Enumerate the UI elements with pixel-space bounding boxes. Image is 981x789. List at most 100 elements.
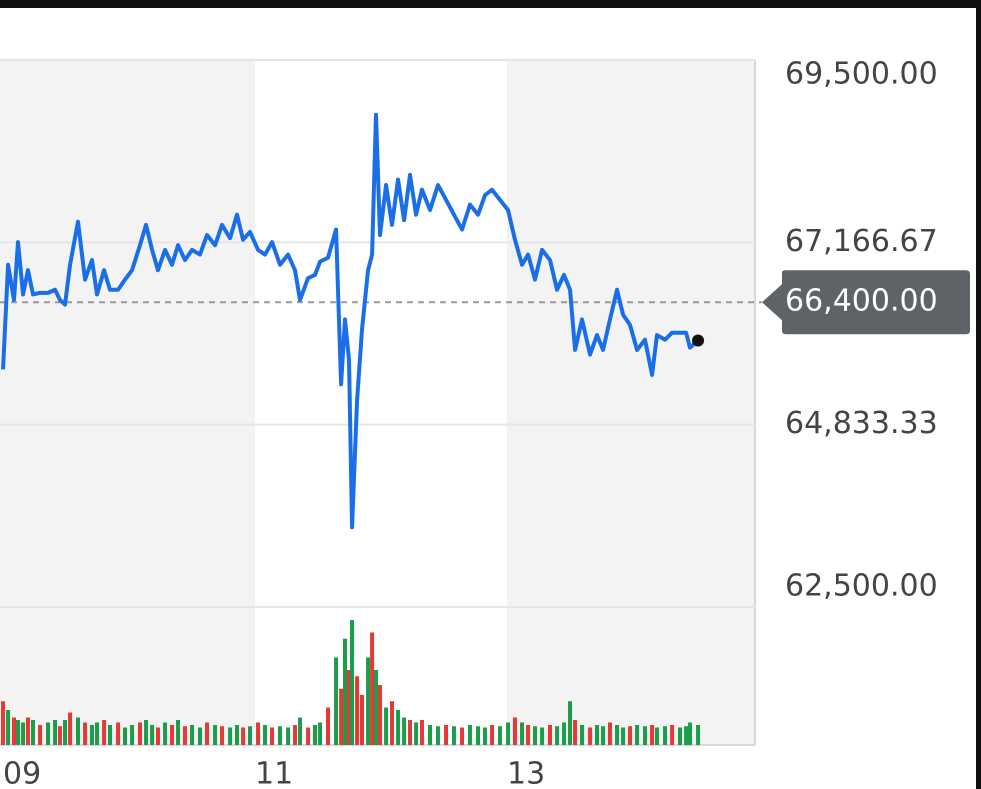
volume-bar xyxy=(687,722,692,745)
volume-bar xyxy=(292,725,297,745)
volume-bar xyxy=(68,712,73,745)
volume-bar xyxy=(205,722,210,745)
volume-bar xyxy=(144,720,149,745)
x-tick-label: 09 xyxy=(3,757,41,789)
volume-bar xyxy=(396,710,401,745)
volume-bar xyxy=(384,707,389,745)
volume-bar xyxy=(561,722,566,745)
volume-bar xyxy=(325,707,330,745)
y-tick-label: 62,500.00 xyxy=(785,569,938,604)
volume-bar xyxy=(526,725,531,745)
volume-bar xyxy=(408,720,413,745)
volume-bar xyxy=(594,725,599,745)
volume-bar xyxy=(228,727,233,745)
volume-bar xyxy=(402,717,407,745)
volume-bar xyxy=(63,720,68,745)
y-tick-label: 69,500.00 xyxy=(785,57,938,92)
volume-bar xyxy=(663,726,668,745)
volume-bar xyxy=(643,726,648,745)
volume-bar xyxy=(176,720,181,745)
volume-bar xyxy=(601,726,606,745)
volume-bar xyxy=(150,725,155,745)
volume-bar xyxy=(339,688,344,745)
volume-bar xyxy=(628,726,633,745)
volume-bar xyxy=(235,725,240,745)
volume-bar xyxy=(334,657,339,745)
volume-bar xyxy=(46,722,51,745)
volume-bar xyxy=(389,701,394,745)
volume-bar xyxy=(547,725,552,745)
x-tick-label: 11 xyxy=(255,757,293,789)
volume-bar xyxy=(197,727,202,745)
volume-bar xyxy=(497,726,502,745)
volume-bar xyxy=(355,676,360,745)
volume-bar xyxy=(277,726,282,745)
volume-bar xyxy=(650,725,655,745)
day-band xyxy=(255,60,508,745)
volume-bar xyxy=(684,726,689,745)
day-band xyxy=(507,60,755,745)
volume-bar xyxy=(270,727,275,745)
volume-bar xyxy=(122,727,127,745)
volume-bar xyxy=(670,725,675,745)
volume-bar xyxy=(512,717,517,745)
volume-bar xyxy=(607,722,612,745)
volume-bar xyxy=(533,726,538,745)
volume-bar xyxy=(350,620,355,745)
volume-bar xyxy=(615,725,620,745)
right-edge xyxy=(976,0,981,789)
y-tick-label: 64,833.33 xyxy=(785,406,938,441)
volume-bar xyxy=(53,720,58,745)
volume-bar xyxy=(247,726,252,745)
volume-bar xyxy=(654,727,659,745)
volume-bar xyxy=(520,722,525,745)
volume-bar xyxy=(428,725,433,745)
volume-bar xyxy=(169,725,174,745)
price-line xyxy=(1,112,700,530)
volume-bar xyxy=(163,722,168,745)
day-band xyxy=(0,60,256,745)
volume-bar xyxy=(21,722,26,745)
volume-bar xyxy=(342,638,347,745)
volume-bar xyxy=(137,722,142,745)
volume-bar xyxy=(313,725,318,745)
volume-bar xyxy=(373,670,378,745)
volume-bar xyxy=(256,722,261,745)
volume-bar xyxy=(476,726,481,745)
volume-bar xyxy=(57,726,62,745)
volume-bar xyxy=(573,720,578,745)
x-tick-label: 13 xyxy=(507,757,545,789)
volume-bar xyxy=(1,701,6,745)
volume-bar xyxy=(635,725,640,745)
volume-bar xyxy=(568,701,573,745)
volume-bar xyxy=(540,727,545,745)
volume-bar xyxy=(11,717,16,745)
volume-bar xyxy=(696,725,701,745)
volume-bar xyxy=(95,722,100,745)
volume-bar xyxy=(435,726,440,745)
last-point xyxy=(692,334,705,347)
volume-bar xyxy=(182,726,187,745)
volume-bar xyxy=(75,717,80,745)
volume-bar xyxy=(286,727,291,745)
volume-bar xyxy=(190,725,195,745)
volume-bar xyxy=(306,727,311,745)
volume-bar xyxy=(378,685,383,745)
volume-bar xyxy=(467,725,472,745)
last-price-label: 66,400.00 xyxy=(785,284,938,319)
volume-bar xyxy=(25,717,30,745)
volume-bar xyxy=(102,720,107,745)
volume-bar xyxy=(414,722,419,745)
volume-bar xyxy=(262,725,267,745)
volume-bar xyxy=(678,727,683,745)
volume-bar xyxy=(360,695,365,745)
volume-bar xyxy=(490,725,495,745)
top-edge xyxy=(0,0,981,8)
volume-bar xyxy=(347,670,352,745)
volume-bar xyxy=(366,657,371,745)
volume-bar xyxy=(116,722,121,745)
volume-bar xyxy=(444,725,449,745)
volume-bar xyxy=(6,710,11,745)
volume-bar xyxy=(460,727,465,745)
volume-bar xyxy=(241,727,246,745)
